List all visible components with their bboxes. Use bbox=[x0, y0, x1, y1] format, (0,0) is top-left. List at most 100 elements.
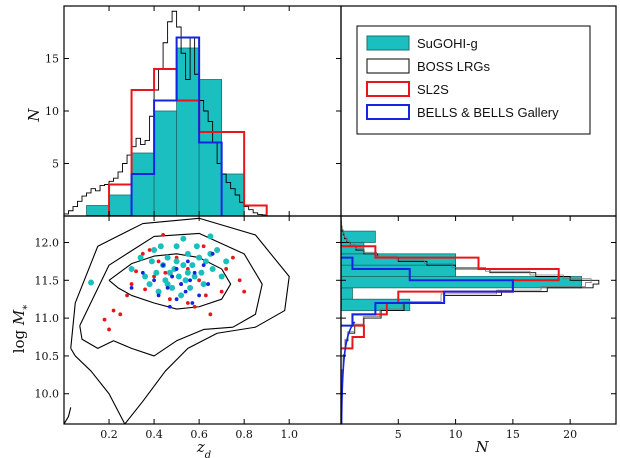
boss-zd-step-line bbox=[64, 10, 272, 216]
legend-panel: SuGOHI-g BOSS LRGs SL2S BELLS & BELLS Galle… bbox=[356, 25, 591, 135]
bottom-y-axis-label: log M* bbox=[10, 305, 33, 354]
boss-density-contour bbox=[70, 217, 290, 424]
bells-zd-step-line bbox=[109, 36, 223, 216]
sugohi-point bbox=[173, 243, 180, 250]
bells-point bbox=[197, 293, 202, 298]
bells-point bbox=[206, 282, 211, 286]
logM-tick-label: 12.0 bbox=[35, 236, 60, 249]
sugohi-point bbox=[169, 284, 176, 291]
sugohi-point bbox=[155, 288, 162, 295]
scatter-data bbox=[64, 217, 290, 424]
sl2s-point bbox=[208, 312, 213, 317]
bells-point bbox=[179, 282, 184, 286]
bells-point bbox=[129, 285, 134, 290]
sl2s-point bbox=[107, 327, 111, 332]
legend-label: BELLS & BELLS Gallery bbox=[417, 105, 559, 120]
sugohi-zd-bar bbox=[131, 152, 155, 216]
sl2s-point bbox=[147, 248, 152, 252]
sugohi-point bbox=[175, 273, 182, 280]
logM-tick-label: 11.0 bbox=[35, 312, 60, 325]
sugohi-point bbox=[164, 254, 171, 261]
bells-point bbox=[174, 297, 179, 302]
right-histogram-panel bbox=[341, 218, 600, 424]
sugohi-point bbox=[209, 265, 216, 272]
sl2s-point bbox=[140, 251, 145, 256]
right-N-tick-label: 20 bbox=[563, 428, 577, 441]
sugohi-point bbox=[184, 250, 191, 257]
zd-tick-label: 0.8 bbox=[235, 428, 253, 441]
bells-point bbox=[185, 259, 190, 264]
sugohi-point bbox=[180, 262, 187, 269]
sugohi-point bbox=[200, 281, 207, 288]
sl2s-logM-step-line bbox=[341, 245, 560, 350]
bells-logM-tail-line bbox=[341, 321, 356, 424]
sugohi-point bbox=[218, 273, 225, 280]
sl2s-point bbox=[185, 301, 190, 305]
sugohi-zd-bar bbox=[176, 47, 200, 216]
sugohi-zd-bar bbox=[153, 110, 178, 216]
bells-point bbox=[161, 263, 165, 268]
top-N-tick-label: 5 bbox=[52, 158, 59, 171]
sl2s-point bbox=[231, 255, 235, 260]
sugohi-logM-bar bbox=[341, 276, 583, 289]
sugohi-point bbox=[196, 254, 203, 261]
zd-tick-label: 1.0 bbox=[280, 428, 298, 441]
boss-density-contour bbox=[108, 253, 232, 310]
boss-logM-step-line bbox=[341, 219, 600, 424]
legend-label: SuGOHI-g bbox=[417, 36, 478, 51]
legend-swatch bbox=[366, 35, 410, 51]
sugohi-logM-bar bbox=[341, 287, 353, 300]
zd-tick-label: 0.2 bbox=[100, 428, 118, 441]
sl2s-point bbox=[203, 293, 208, 298]
sugohi-point bbox=[88, 279, 95, 286]
sugohi-zd-bar bbox=[198, 79, 223, 216]
legend-swatch bbox=[366, 81, 410, 97]
bells-point bbox=[174, 267, 179, 271]
right-N-tick-label: 5 bbox=[395, 428, 402, 441]
right-N-tick-label: 10 bbox=[449, 428, 463, 441]
sl2s-point bbox=[197, 278, 202, 283]
legend-label: BOSS LRGs bbox=[417, 59, 490, 74]
zd-tick-label: 0.6 bbox=[190, 428, 208, 441]
sugohi-point bbox=[164, 281, 171, 288]
sl2s-point bbox=[219, 289, 224, 294]
sugohi-point bbox=[148, 258, 155, 265]
sugohi-logM-bar bbox=[341, 264, 456, 277]
bells-point bbox=[165, 285, 170, 290]
bells-point bbox=[192, 270, 197, 275]
top-N-tick-label: 10 bbox=[45, 105, 59, 118]
sugohi-point bbox=[207, 233, 214, 240]
x-axis-label-zd: zd bbox=[196, 438, 211, 458]
sugohi-point bbox=[193, 243, 200, 250]
x-axis-label-N: N bbox=[474, 438, 489, 456]
sl2s-point bbox=[111, 308, 116, 313]
sugohi-point bbox=[184, 269, 191, 276]
logM-tick-label: 11.5 bbox=[35, 274, 60, 287]
bells-point bbox=[170, 274, 174, 279]
sugohi-zd-bar bbox=[108, 194, 132, 216]
boss-density-contour bbox=[64, 407, 72, 424]
sl2s-point bbox=[102, 317, 107, 322]
sugohi-point bbox=[187, 284, 194, 291]
bells-point bbox=[210, 251, 215, 256]
sugohi-point bbox=[191, 273, 198, 280]
sugohi-point bbox=[198, 269, 205, 276]
sugohi-point bbox=[166, 269, 173, 276]
legend-swatch bbox=[366, 58, 410, 74]
sl2s-point bbox=[152, 274, 156, 279]
sugohi-zd-bar bbox=[86, 205, 110, 216]
bells-point bbox=[152, 278, 156, 283]
sugohi-point bbox=[180, 235, 187, 242]
bells-logM-step-line bbox=[341, 256, 514, 327]
logM-tick-label: 10.5 bbox=[35, 350, 60, 363]
sugohi-point bbox=[153, 269, 160, 276]
sl2s-point bbox=[242, 289, 247, 294]
right-histogram-data bbox=[341, 218, 600, 424]
sugohi-point bbox=[146, 281, 153, 288]
zd-tick-label: 0.4 bbox=[145, 428, 163, 441]
sl2s-point bbox=[224, 267, 229, 271]
sugohi-point bbox=[202, 258, 209, 265]
sugohi-point bbox=[157, 243, 164, 250]
sl2s-point bbox=[167, 297, 172, 302]
